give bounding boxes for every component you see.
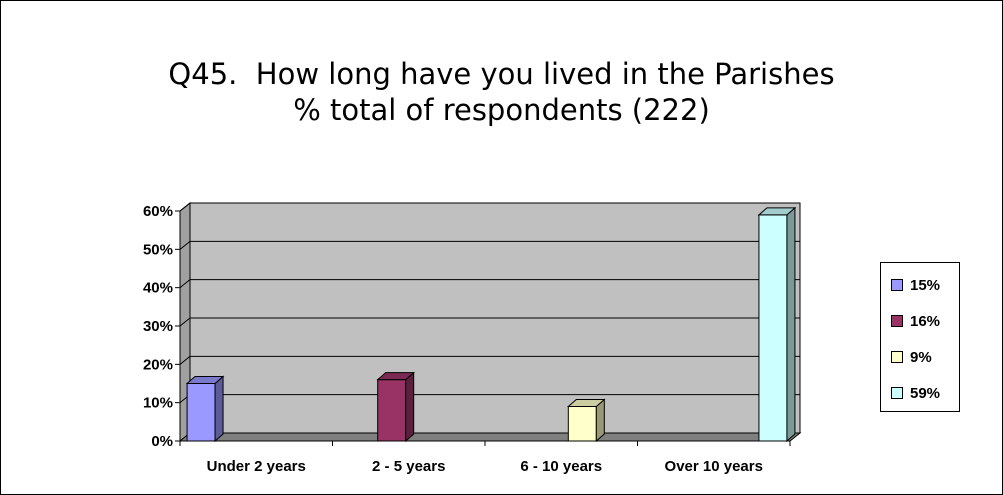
legend-swatch [891,351,903,363]
y-tick-label: 60% [143,203,173,220]
legend-swatch [891,315,903,327]
legend: 15% 16% 9% 59% [880,262,960,412]
gridline-side [179,317,191,327]
legend-item: 15% [891,275,940,295]
bar-top [376,372,416,381]
y-tick-label: 40% [143,280,173,297]
x-tick-label: Under 2 years [207,458,306,475]
bar [567,406,597,442]
legend-item: 16% [891,311,940,331]
bar-top [566,399,606,407]
plot-floor [178,432,802,442]
legend-item: 59% [891,383,940,403]
gridline-side [179,355,191,365]
legend-label: 9% [910,348,932,366]
y-tick-label: 30% [143,318,173,335]
y-tick-label: 0% [151,433,173,450]
chart-title: Q45. How long have you lived in the Pari… [0,56,1003,128]
chart-title-line-1: Q45. How long have you lived in the Pari… [168,57,835,91]
legend-label: 16% [910,312,941,330]
chart-title-line-2: % total of respondents (222) [293,93,710,127]
y-tick-label: 50% [143,241,173,258]
legend-label: 15% [910,276,941,294]
bar [758,214,788,442]
bar-side [214,375,224,443]
bar-top [185,376,225,384]
x-tick-label: 2 - 5 years [372,458,445,475]
gridline-side [179,279,191,289]
gridline-side [179,202,191,212]
bar-side [405,371,415,443]
y-tick-label: 10% [143,395,173,412]
bar-top [757,207,797,216]
x-tick-label: 6 - 10 years [520,458,602,475]
legend-label: 59% [910,384,941,402]
legend-item: 9% [891,347,932,367]
bar-side [786,206,796,443]
x-tick-label: Over 10 years [665,458,763,475]
legend-swatch [891,279,903,291]
y-tick-label: 20% [143,356,173,373]
legend-swatch [891,387,903,399]
gridline-side [179,240,191,250]
bar [377,379,407,442]
bar [186,383,216,442]
